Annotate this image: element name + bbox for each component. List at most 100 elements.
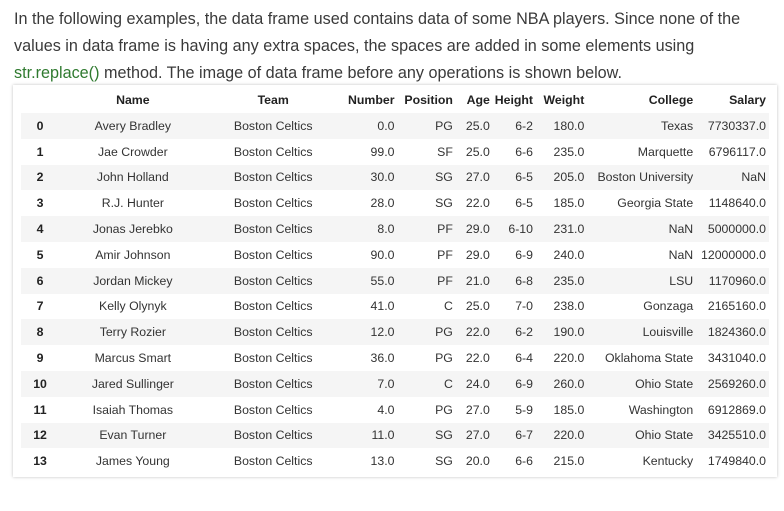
- intro-text: In the following examples, the data fram…: [14, 10, 741, 55]
- column-header-number: Number: [348, 93, 395, 107]
- cell-weight: 205.0: [533, 164, 585, 191]
- cell-weight: 235.0: [533, 267, 585, 294]
- dataframe-image: Name Team Number Position Age Height Weight Col…: [13, 85, 777, 477]
- cell-team: Boston Celtics: [206, 216, 340, 242]
- cell-age: 22.0: [465, 196, 490, 211]
- cell-college: Kentucky: [642, 454, 694, 469]
- cell-position: SG: [435, 454, 453, 469]
- cell-age: 27.0: [452, 422, 490, 449]
- cell-salary: 3431040.0: [707, 351, 766, 366]
- cell-index: 9: [36, 351, 44, 366]
- cell-height: 6-6: [515, 144, 533, 159]
- cell-index: 4: [21, 216, 60, 242]
- cell-name: Avery Bradley: [59, 113, 207, 139]
- cell-position: SF: [437, 144, 453, 159]
- table-row: 5 Amir Johnson Boston Celtics 90.0 PF 29.0 6-9…: [21, 242, 769, 268]
- cell-index: 7: [36, 299, 44, 314]
- cell-age: 21.0: [452, 267, 490, 294]
- cell-team: Boston Celtics: [233, 351, 313, 366]
- column-header-position: Position: [404, 93, 453, 107]
- table-row: 0 Avery Bradley Boston Celtics 0.0 PG 25.0 6-2…: [21, 113, 769, 139]
- cell-team: Boston Celtics: [233, 144, 313, 159]
- cell-salary: 1824360.0: [693, 319, 769, 346]
- cell-height: 6-4: [515, 351, 533, 366]
- cell-weight: 180.0: [533, 113, 585, 139]
- cell-salary: 1170960.0: [693, 267, 769, 294]
- cell-team: Boston Celtics: [206, 113, 340, 139]
- cell-age: 25.0: [452, 113, 490, 139]
- cell-number: 11.0: [339, 422, 395, 449]
- cell-college: NaN: [668, 247, 694, 262]
- cell-height: 6-7: [489, 422, 533, 449]
- cell-name: Amir Johnson: [95, 247, 171, 262]
- cell-position: PF: [394, 267, 453, 294]
- cell-college: Washington: [628, 402, 694, 417]
- cell-weight: 238.0: [553, 299, 585, 314]
- cell-age: 25.0: [465, 299, 490, 314]
- table-body: 0 Avery Bradley Boston Celtics 0.0 PG 25.0 6-2…: [21, 113, 769, 474]
- cell-number: 90.0: [370, 247, 395, 262]
- cell-college: Marquette: [637, 144, 694, 159]
- cell-weight: 220.0: [553, 351, 585, 366]
- cell-position: PF: [437, 247, 453, 262]
- cell-team: Boston Celtics: [206, 267, 340, 294]
- cell-height: 6-9: [489, 370, 533, 397]
- cell-age: 22.0: [452, 319, 490, 346]
- cell-college: Georgia State: [617, 196, 694, 211]
- cell-weight: 260.0: [533, 370, 585, 397]
- cell-college: LSU: [584, 267, 694, 294]
- cell-team: Boston Celtics: [206, 319, 340, 346]
- table-row: 11 Isaiah Thomas Boston Celtics 4.0 PG 27.0 5-…: [21, 397, 769, 423]
- cell-index: 1: [36, 144, 44, 159]
- cell-college: Gonzaga: [643, 299, 694, 314]
- cell-number: 28.0: [370, 196, 395, 211]
- cell-age: 20.0: [465, 454, 490, 469]
- cell-name: Terry Rozier: [59, 319, 207, 346]
- table-row: 3 R.J. Hunter Boston Celtics 28.0 SG 22.0 6-5 1…: [21, 190, 769, 216]
- cell-team: Boston Celtics: [233, 196, 313, 211]
- cell-number: 41.0: [370, 299, 395, 314]
- cell-team: Boston Celtics: [233, 299, 313, 314]
- cell-index: 6: [21, 267, 60, 294]
- cell-salary: 5000000.0: [693, 216, 769, 242]
- cell-age: 29.0: [465, 247, 490, 262]
- column-header-name: Name: [116, 93, 150, 107]
- cell-salary: 2569260.0: [693, 370, 769, 397]
- cell-height: 6-8: [489, 267, 533, 294]
- cell-name: R.J. Hunter: [101, 196, 164, 211]
- cell-position: PG: [394, 113, 453, 139]
- cell-position: PG: [435, 351, 453, 366]
- cell-salary: 6796117.0: [708, 144, 766, 159]
- cell-position: PF: [394, 216, 453, 242]
- cell-team: Boston Celtics: [233, 402, 313, 417]
- cell-weight: 240.0: [553, 247, 585, 262]
- cell-team: Boston Celtics: [233, 454, 313, 469]
- cell-index: 11: [33, 402, 47, 417]
- cell-team: Boston Celtics: [206, 370, 340, 397]
- table-row: 6 Jordan Mickey Boston Celtics 55.0 PF 21.0 6-…: [21, 267, 769, 294]
- intro-paragraph: In the following examples, the data fram…: [14, 6, 780, 87]
- cell-name: James Young: [95, 454, 170, 469]
- cell-college: Texas: [584, 113, 694, 139]
- table-row: 9 Marcus Smart Boston Celtics 36.0 PG 22.0 6-4…: [21, 345, 769, 371]
- cell-age: 27.0: [452, 164, 490, 191]
- table-row: 4 Jonas Jerebko Boston Celtics 8.0 PF 29.0 6-1…: [21, 216, 769, 242]
- cell-number: 99.0: [370, 144, 395, 159]
- cell-height: 5-9: [515, 402, 533, 417]
- column-header-college: College: [648, 93, 694, 107]
- cell-height: 6-9: [515, 247, 533, 262]
- dataframe-table: Name Team Number Position Age Height Weight Col…: [21, 87, 769, 474]
- cell-team: Boston Celtics: [206, 422, 340, 449]
- cell-index: 12: [21, 422, 60, 449]
- cell-index: 3: [36, 196, 44, 211]
- cell-college: Ohio State: [584, 370, 694, 397]
- cell-team: Boston Celtics: [233, 247, 313, 262]
- cell-name: Jonas Jerebko: [59, 216, 207, 242]
- cell-position: SG: [435, 196, 453, 211]
- intro-text-end: method. The image of data frame before a…: [99, 64, 622, 82]
- column-header-weight: Weight: [543, 93, 585, 107]
- cell-name: Jordan Mickey: [59, 267, 207, 294]
- cell-number: 30.0: [339, 164, 395, 191]
- cell-height: 6-5: [489, 164, 533, 191]
- cell-name: Evan Turner: [59, 422, 207, 449]
